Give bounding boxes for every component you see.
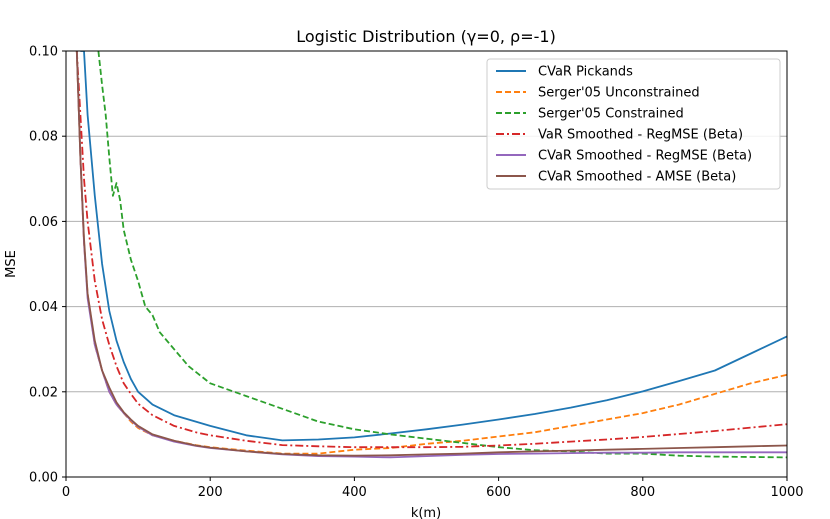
x-tick-label: 600: [486, 485, 511, 500]
legend: CVaR Pickands Serger'05 Unconstrained Serg…: [486, 58, 781, 190]
y-tick-label: 0.02: [29, 385, 58, 400]
legend-label: Serger'05 Constrained: [538, 107, 684, 122]
series-line-2: [75, 51, 787, 455]
y-tick-label: 0.08: [29, 130, 58, 145]
x-tick-label: 800: [630, 485, 655, 500]
series-line-6: [75, 51, 787, 457]
plot-frame: [65, 50, 788, 478]
x-tick-label: 0: [62, 485, 70, 500]
x-tick-label: 400: [342, 485, 367, 500]
legend-label: CVaR Smoothed - RegMSE (Beta): [538, 149, 752, 164]
legend-label: CVaR Pickands: [538, 65, 633, 80]
y-tick-label: 0.04: [29, 300, 58, 315]
x-axis-label: k(m): [411, 506, 441, 519]
x-tick-label: 200: [198, 485, 223, 500]
y-axis-label: MSE: [4, 250, 19, 278]
y-tick-label: 0.10: [29, 45, 58, 60]
series-line-4: [75, 51, 787, 449]
legend-label: VaR Smoothed - RegMSE (Beta): [538, 128, 743, 143]
legend-label: Serger'05 Unconstrained: [538, 86, 700, 101]
plot-area: [75, 51, 787, 459]
y-tick-label: 0.00: [29, 471, 58, 486]
y-tick-label: 0.06: [29, 215, 58, 230]
grid: [66, 135, 787, 393]
x-tick-label: 1000: [770, 485, 803, 500]
series-group: [75, 51, 787, 459]
legend-box: [486, 58, 781, 190]
series-line-1: [80, 51, 787, 442]
legend-label: CVaR Smoothed - AMSE (Beta): [538, 170, 736, 185]
axis-ticks: 0.00 0.02 0.04 0.06 0.08 0.10 0 200 400 600 800 100…: [29, 45, 804, 501]
chart-title: Logistic Distribution (γ=0, ρ=-1): [296, 27, 556, 46]
